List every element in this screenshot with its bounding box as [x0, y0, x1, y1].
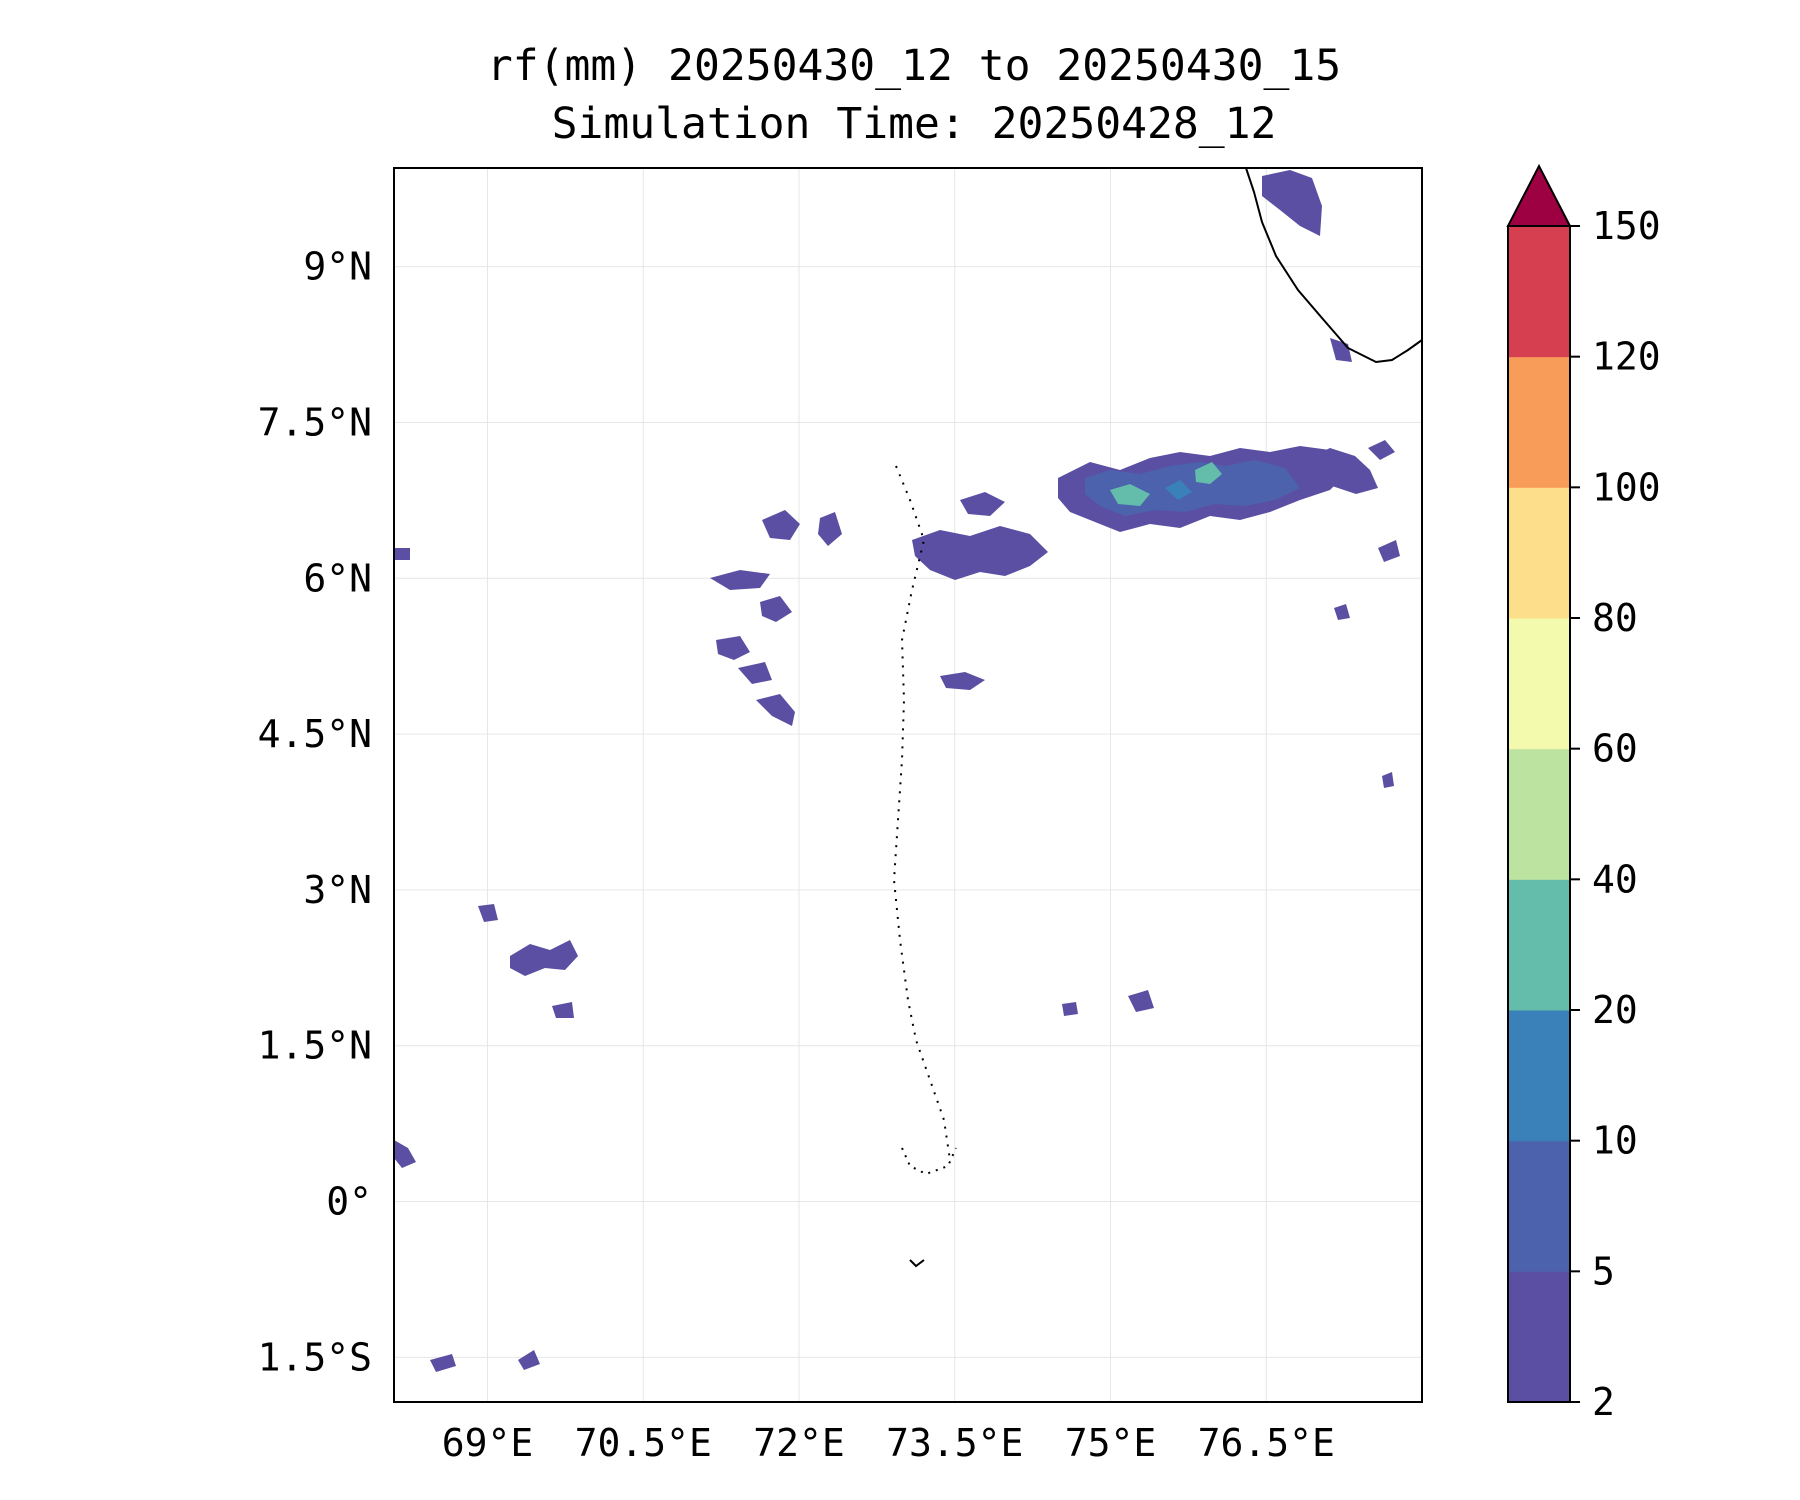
- x-tick-label: 70.5°E: [575, 1421, 712, 1465]
- atoll-small: [909, 1259, 925, 1268]
- colorbar-label: 100: [1592, 465, 1661, 509]
- india-coastline: [1245, 167, 1423, 364]
- map-title: rf(mm) 20250430_12 to 20250430_15: [487, 41, 1341, 91]
- rain-cell-coast: [1330, 338, 1352, 362]
- x-tick-label: 69°E: [442, 1421, 534, 1465]
- x-tick-label: 75°E: [1065, 1421, 1157, 1465]
- x-tick-label: 76.5°E: [1198, 1421, 1335, 1465]
- colorbar: 2 5 10 20 40 60 80 100 120 150: [1506, 163, 1661, 1424]
- rain-cell-west-6: [738, 662, 772, 684]
- rain-cell-west-4: [760, 596, 792, 622]
- y-tick-label: 7.5°N: [258, 400, 372, 444]
- rain-cell-center-south: [940, 672, 985, 690]
- rain-cell-south-2: [518, 1350, 540, 1370]
- x-tick-label: 72°E: [753, 1421, 845, 1465]
- colorbar-label: 2: [1592, 1380, 1615, 1424]
- rain-cell-west-7: [756, 694, 795, 726]
- y-tick-label: 6°N: [303, 556, 372, 600]
- rain-cell-northeast: [1262, 170, 1322, 236]
- rain-cell-equatorial-2: [478, 904, 498, 922]
- colorbar-label: 20: [1592, 988, 1638, 1032]
- rain-cell-edge-west: [394, 548, 410, 560]
- rain-cluster-center-2: [960, 492, 1005, 516]
- rain-band-main-heavy: [1110, 484, 1150, 506]
- colorbar-segment: [1508, 1271, 1570, 1403]
- y-tick-label: 1.5°S: [258, 1335, 372, 1379]
- colorbar-segment: [1508, 1010, 1570, 1142]
- colorbar-segment: [1508, 356, 1570, 488]
- rain-cell-east-col-1: [1334, 604, 1350, 620]
- y-tick-label: 4.5°N: [258, 712, 372, 756]
- rain-cell-west-5: [716, 636, 750, 660]
- coastline: [892, 167, 1423, 1268]
- rain-cell-southwest: [394, 1140, 416, 1168]
- y-axis-ticks: 9°N 7.5°N 6°N 4.5°N 3°N 1.5°N 0° 1.5°S: [258, 245, 372, 1380]
- map-frame: [393, 167, 1423, 1403]
- colorbar-label: 120: [1592, 335, 1661, 379]
- colorbar-label: 150: [1592, 204, 1661, 248]
- map-panel: [393, 167, 1423, 1403]
- y-tick-label: 0°: [326, 1180, 372, 1224]
- rain-cell-east-mid: [1128, 990, 1154, 1012]
- colorbar-segment: [1508, 879, 1570, 1011]
- rain-cluster-center: [912, 526, 1048, 580]
- colorbar-segment: [1508, 1140, 1570, 1272]
- colorbar-label: 80: [1592, 596, 1638, 640]
- rain-cell-west-1: [762, 510, 800, 540]
- y-tick-label: 3°N: [303, 868, 372, 912]
- atoll-chain: [892, 465, 951, 1161]
- x-tick-label: 73.5°E: [886, 1421, 1023, 1465]
- rain-cluster-equatorial: [510, 940, 578, 976]
- rain-cell-south-1: [430, 1354, 456, 1372]
- rain-cell-west-3: [710, 570, 770, 590]
- rain-cell-far-east: [1368, 440, 1395, 460]
- rain-cell-east-col-3: [1382, 772, 1394, 788]
- colorbar-label: 10: [1592, 1119, 1638, 1163]
- rain-band-east: [1305, 448, 1378, 494]
- rain-band-main-heavy-3: [1165, 480, 1192, 500]
- rain-cell-equatorial-3: [552, 1002, 574, 1018]
- colorbar-label: 60: [1592, 727, 1638, 771]
- colorbar-segment: [1508, 618, 1570, 750]
- colorbar-segment: [1508, 487, 1570, 619]
- colorbar-label: 40: [1592, 857, 1638, 901]
- rainfall-contours: [394, 170, 1400, 1372]
- colorbar-frame: [1507, 225, 1571, 1403]
- colorbar-label: 5: [1592, 1249, 1615, 1293]
- rain-cell-east-col-2: [1378, 540, 1400, 562]
- colorbar-segment: [1508, 748, 1570, 880]
- rain-cell-east-mid-2: [1062, 1002, 1078, 1016]
- rain-band-main-heavy-2: [1195, 462, 1222, 484]
- map-background: [394, 168, 1422, 1402]
- x-axis-ticks: 69°E 70.5°E 72°E 73.5°E 75°E 76.5°E: [442, 1421, 1335, 1465]
- gridlines: [394, 168, 1422, 1402]
- y-tick-label: 9°N: [303, 245, 372, 289]
- rain-cell-west-2: [818, 512, 842, 546]
- colorbar-extend-arrow: [1506, 163, 1572, 227]
- map-subtitle: Simulation Time: 20250428_12: [552, 99, 1277, 149]
- y-tick-label: 1.5°N: [258, 1024, 372, 1068]
- colorbar-segment: [1508, 226, 1570, 358]
